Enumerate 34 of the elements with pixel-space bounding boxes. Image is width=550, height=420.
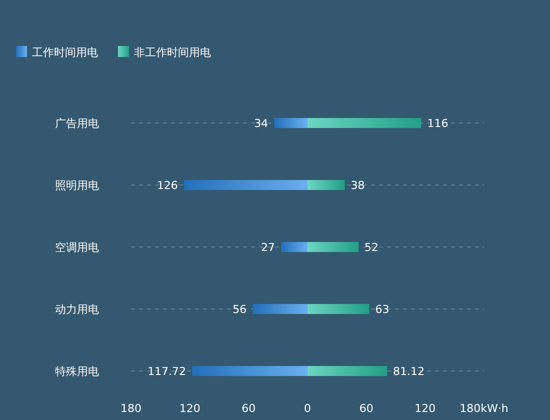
- y-tick-label: 动力用电: [55, 303, 99, 316]
- x-tick-label: 120: [179, 402, 200, 415]
- y-tick-label: 空调用电: [55, 241, 99, 254]
- legend-label: 工作时间用电: [32, 46, 98, 59]
- data-label: 34: [254, 117, 268, 130]
- x-tick-label: 60: [359, 402, 374, 415]
- data-label: 117.72: [148, 365, 186, 378]
- bar: [252, 304, 308, 314]
- bar: [184, 180, 308, 190]
- bar: [308, 118, 422, 128]
- bar: [192, 366, 308, 376]
- x-tick-label: 120: [414, 402, 436, 415]
- y-tick-label: 广告用电: [55, 117, 99, 130]
- x-tick-label: 180: [120, 402, 142, 415]
- x-tick-label: 60: [242, 402, 256, 415]
- bar: [274, 118, 308, 128]
- data-label: 52: [364, 241, 378, 254]
- legend-label: 非工作时间用电: [134, 46, 211, 59]
- x-tick-label: 180kW·h: [460, 402, 508, 415]
- data-label: 126: [156, 179, 178, 192]
- x-tick-label: 0: [304, 402, 311, 415]
- bar: [281, 242, 308, 252]
- bar: [308, 366, 388, 376]
- bar: [308, 304, 370, 314]
- data-label: 27: [261, 241, 276, 254]
- bar: [308, 180, 345, 190]
- bar: [308, 242, 358, 252]
- y-tick-label: 照明用电: [55, 179, 99, 192]
- data-label: 63: [375, 303, 390, 316]
- data-label: 116: [427, 117, 448, 130]
- data-label: 38: [350, 179, 365, 192]
- y-tick-label: 特殊用电: [55, 365, 99, 378]
- data-label: 56: [232, 303, 247, 316]
- data-label: 81.12: [393, 365, 425, 378]
